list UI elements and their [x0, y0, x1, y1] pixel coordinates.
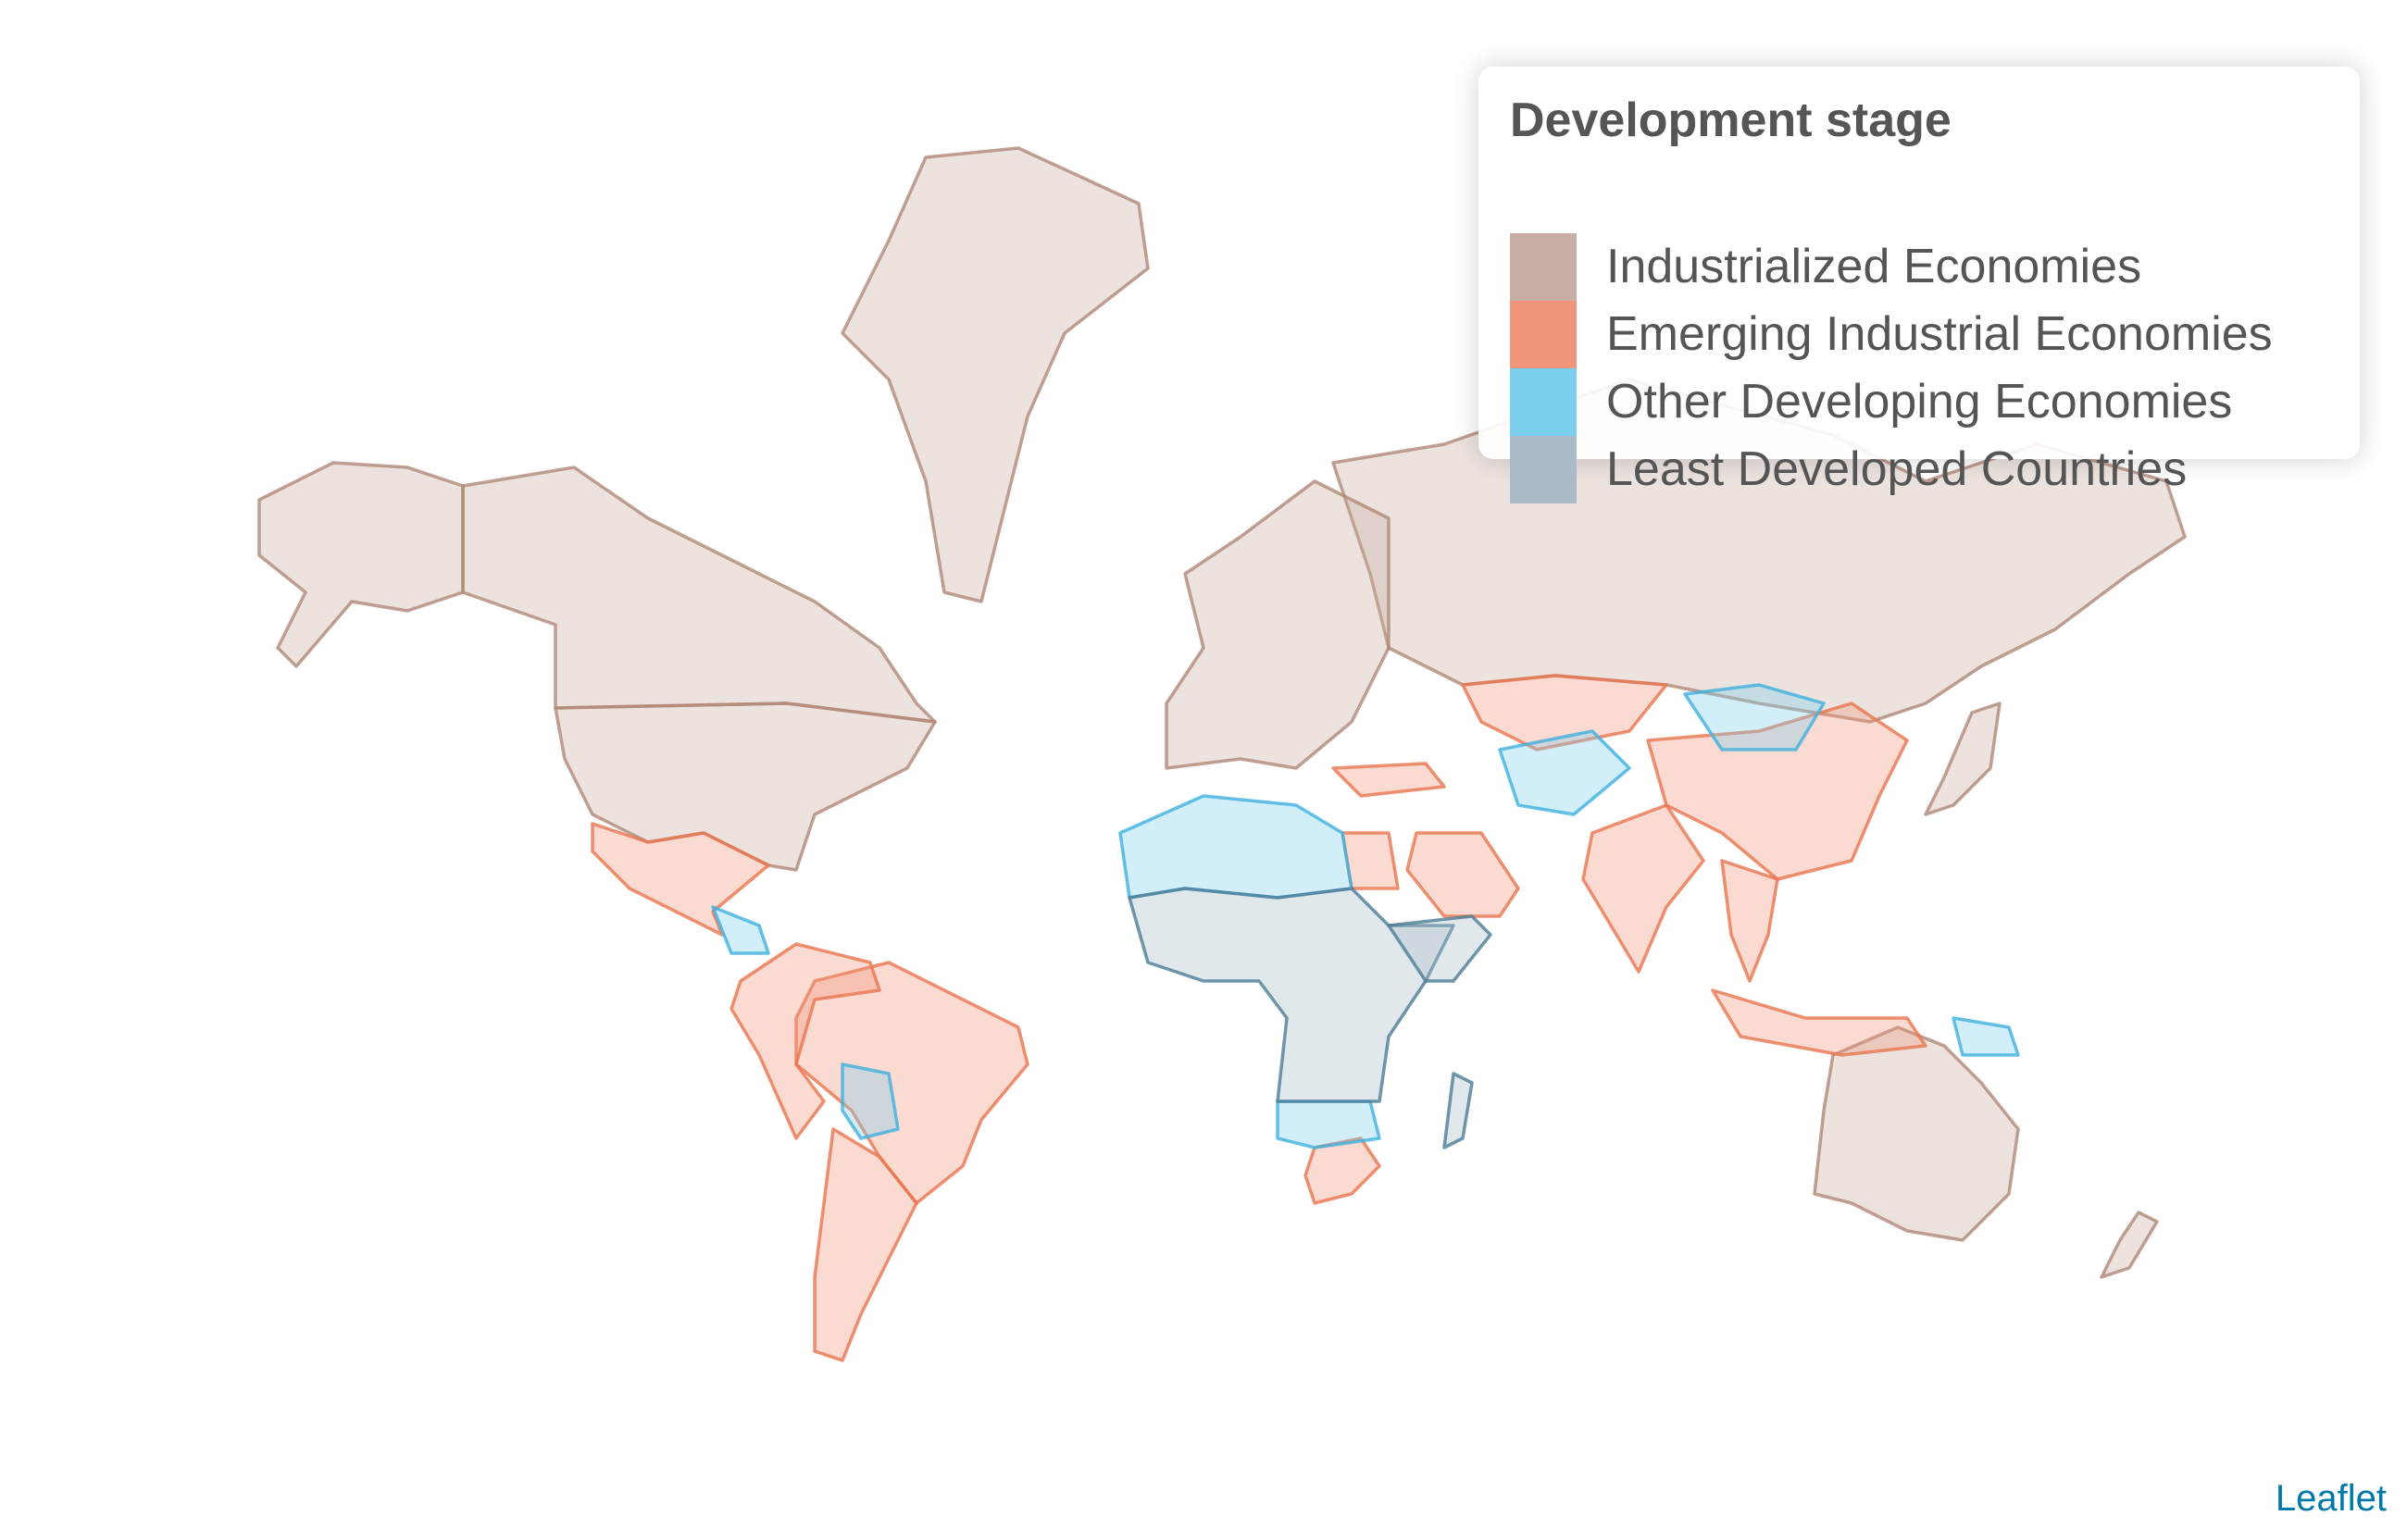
legend-label-least-developed: Least Developed Countries	[1606, 442, 2188, 496]
region-saudi-arabia[interactable]	[1405, 831, 1520, 918]
legend-swatch-least-developed	[1510, 436, 1577, 503]
region-kazakhstan[interactable]	[1461, 674, 1668, 751]
region-alaska[interactable]	[257, 461, 465, 668]
legend-label-other-developing: Other Developing Economies	[1606, 375, 2233, 428]
legend-label-emerging: Emerging Industrial Economies	[1606, 307, 2273, 361]
region-sub-saharan-africa[interactable]	[1128, 887, 1455, 1103]
region-central-america[interactable]	[711, 905, 770, 955]
region-greenland[interactable]	[841, 146, 1150, 603]
region-china[interactable]	[1646, 702, 1909, 881]
legend-title: Development stage	[1510, 93, 1952, 147]
region-united-states[interactable]	[554, 702, 937, 872]
region-europe[interactable]	[1165, 479, 1391, 770]
region-india[interactable]	[1581, 803, 1705, 974]
region-colombia-venezuela-peru[interactable]	[730, 942, 881, 1140]
region-new-zealand[interactable]	[2100, 1211, 2159, 1279]
region-mongolia[interactable]	[1683, 683, 1826, 751]
region-madagascar[interactable]	[1442, 1072, 1474, 1149]
region-southern-africa[interactable]	[1276, 1099, 1381, 1149]
legend-swatch-industrialized	[1510, 233, 1577, 301]
region-argentina-chile[interactable]	[813, 1127, 918, 1362]
region-bolivia[interactable]	[841, 1062, 900, 1140]
legend-swatch-other-developing	[1510, 368, 1577, 436]
region-north-africa[interactable]	[1118, 794, 1353, 900]
leaflet-attribution-link[interactable]: Leaflet	[2275, 1478, 2387, 1519]
region-southeast-asia[interactable]	[1720, 859, 1779, 983]
region-south-africa[interactable]	[1303, 1136, 1381, 1205]
region-mexico[interactable]	[591, 822, 770, 937]
region-horn-of-africa[interactable]	[1387, 914, 1492, 983]
legend-swatches	[1510, 233, 1577, 503]
region-canada[interactable]	[461, 466, 937, 724]
region-turkey[interactable]	[1331, 762, 1446, 798]
region-central-asia[interactable]	[1498, 729, 1631, 816]
legend-label-industrialized: Industrialized Economies	[1606, 240, 2142, 293]
region-papua-new-guinea[interactable]	[1952, 1016, 2020, 1057]
region-japan[interactable]	[1924, 702, 2002, 816]
region-australia[interactable]	[1813, 1025, 2020, 1242]
legend-swatch-emerging	[1510, 301, 1577, 368]
legend: Development stage Industrialized Economi…	[1478, 67, 2360, 503]
region-indonesia[interactable]	[1711, 988, 1927, 1057]
